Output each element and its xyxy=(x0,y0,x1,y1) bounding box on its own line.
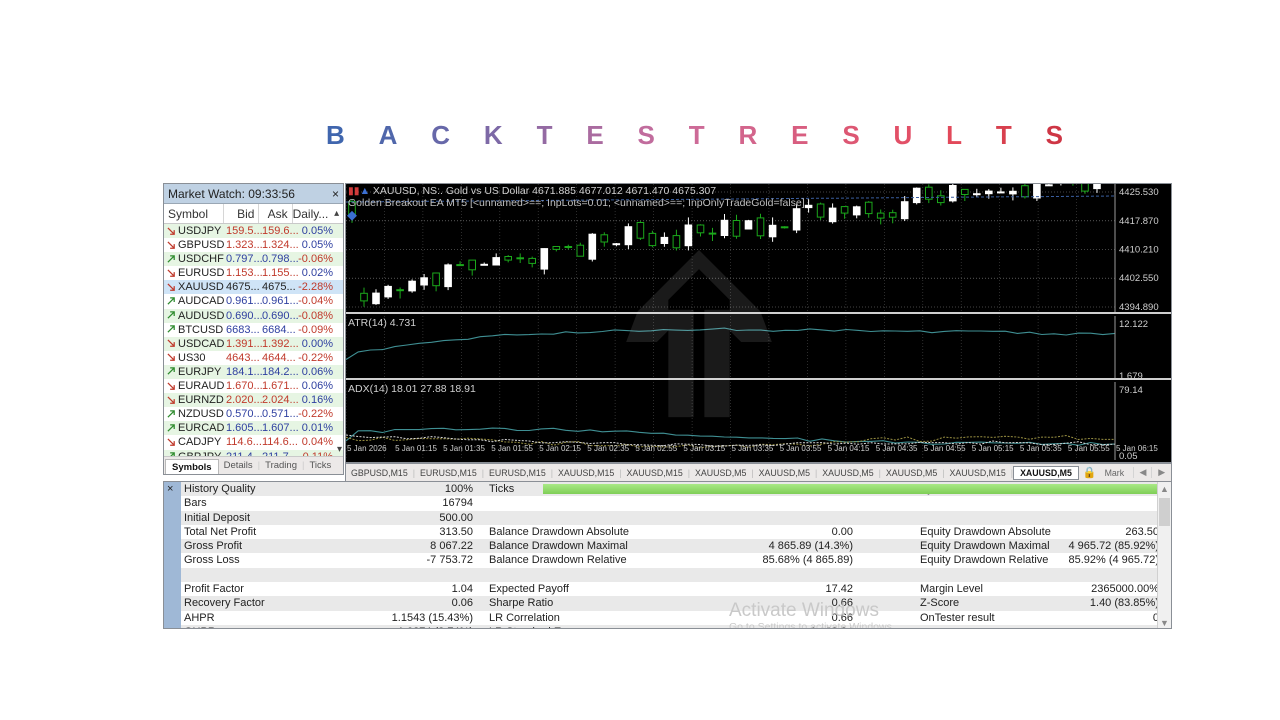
svg-text:4410.210: 4410.210 xyxy=(1119,245,1159,256)
svg-text:1.679: 1.679 xyxy=(1119,371,1143,380)
svg-text:4417.870: 4417.870 xyxy=(1119,216,1159,227)
svg-text:12.122: 12.122 xyxy=(1119,319,1148,330)
svg-text:79.14: 79.14 xyxy=(1119,385,1143,396)
svg-text:4402.550: 4402.550 xyxy=(1119,273,1159,284)
svg-text:4425.530: 4425.530 xyxy=(1119,187,1159,198)
svg-text:4394.890: 4394.890 xyxy=(1119,302,1159,313)
